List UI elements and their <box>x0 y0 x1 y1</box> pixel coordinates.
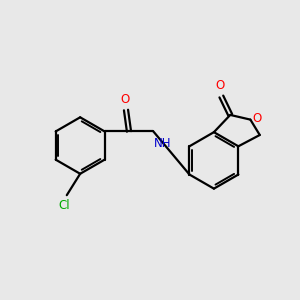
Text: O: O <box>252 112 262 124</box>
Text: Cl: Cl <box>58 199 70 212</box>
Text: NH: NH <box>154 137 172 150</box>
Text: O: O <box>120 93 129 106</box>
Text: O: O <box>215 79 224 92</box>
